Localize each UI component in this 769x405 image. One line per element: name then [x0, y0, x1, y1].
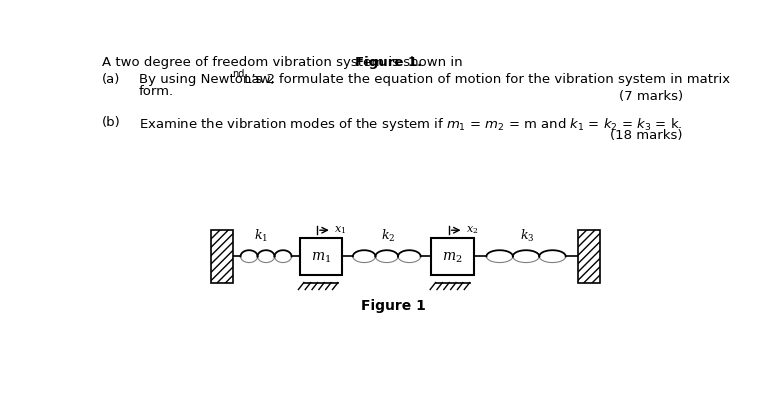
Text: $k_1$: $k_1$: [255, 227, 268, 243]
Bar: [300, 238, 342, 275]
Text: A two degree of freedom vibration system is shown in: A two degree of freedom vibration system…: [102, 55, 467, 68]
Text: (b): (b): [102, 116, 120, 129]
Text: By using Newton’s 2: By using Newton’s 2: [138, 72, 275, 85]
Bar: [578, 230, 600, 283]
Text: (a): (a): [102, 72, 120, 85]
Text: (7 marks): (7 marks): [619, 90, 683, 102]
Text: nd: nd: [231, 68, 244, 79]
Text: $k_2$: $k_2$: [381, 227, 395, 243]
Text: $x_1$: $x_1$: [334, 224, 346, 236]
Text: Figure 1.: Figure 1.: [355, 55, 422, 68]
Text: $k_3$: $k_3$: [521, 227, 534, 243]
Text: $m_1$: $m_1$: [311, 249, 331, 264]
Text: Law, formulate the equation of motion for the vibration system in matrix: Law, formulate the equation of motion fo…: [240, 72, 731, 85]
Text: form.: form.: [138, 85, 174, 98]
Text: Examine the vibration modes of the system if $m_1$ = $m_2$ = m and $k_1$ = $k_2$: Examine the vibration modes of the syste…: [138, 116, 682, 133]
Text: $x_2$: $x_2$: [466, 224, 478, 236]
Text: (18 marks): (18 marks): [611, 128, 683, 141]
Bar: [431, 238, 474, 275]
Bar: [211, 230, 232, 283]
Text: $m_2$: $m_2$: [442, 249, 463, 264]
Text: Figure 1: Figure 1: [361, 298, 426, 312]
